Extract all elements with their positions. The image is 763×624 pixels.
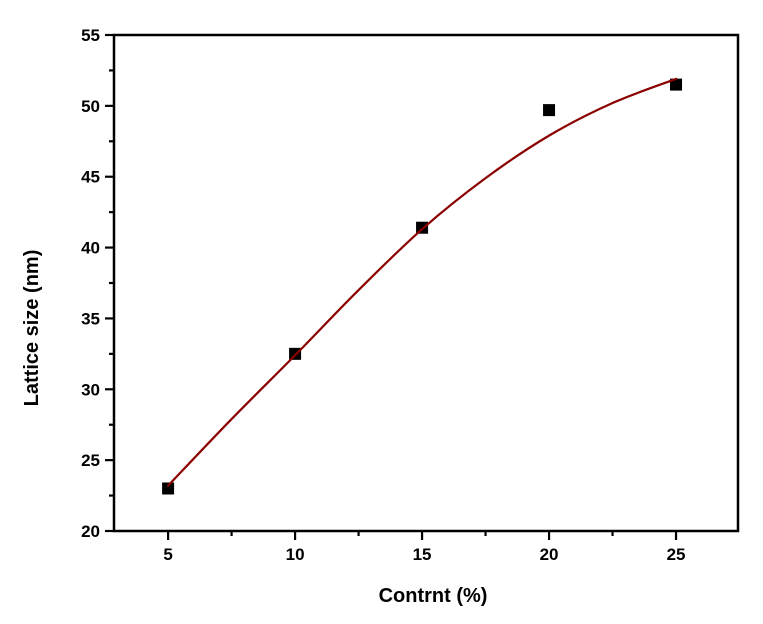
data-point bbox=[670, 78, 683, 91]
x-axis-label: Contrnt (%) bbox=[379, 585, 488, 607]
y-tick-label: 20 bbox=[81, 522, 100, 541]
y-tick-label: 30 bbox=[81, 380, 100, 399]
y-axis-label: Lattice size (nm) bbox=[21, 250, 43, 407]
y-tick-label: 50 bbox=[81, 97, 100, 116]
x-tick-label: 20 bbox=[540, 545, 559, 564]
y-tick-label: 40 bbox=[81, 239, 100, 258]
y-tick-label: 45 bbox=[81, 168, 100, 187]
data-point bbox=[162, 482, 175, 495]
y-tick-label: 55 bbox=[81, 26, 100, 45]
x-tick-label: 5 bbox=[163, 545, 172, 564]
data-point bbox=[543, 104, 556, 117]
x-tick-label: 25 bbox=[667, 545, 686, 564]
y-tick-label: 25 bbox=[81, 451, 100, 470]
x-tick-label: 15 bbox=[413, 545, 432, 564]
x-tick-label: 10 bbox=[286, 545, 305, 564]
y-tick-label: 35 bbox=[81, 309, 100, 328]
fit-line bbox=[166, 77, 678, 487]
plot-frame bbox=[112, 33, 740, 533]
